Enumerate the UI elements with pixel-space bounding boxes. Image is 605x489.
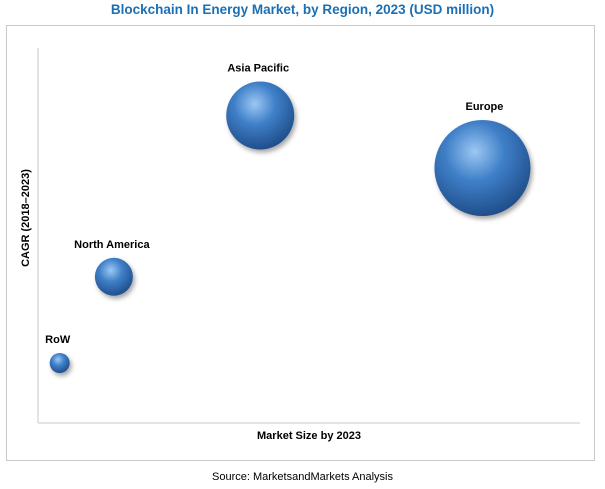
chart-frame — [6, 25, 595, 461]
bubble-row — [49, 353, 70, 373]
source-note: Source: MarketsandMarkets Analysis — [212, 471, 393, 483]
bubble-label-row: RoW — [45, 334, 71, 346]
bubbles-group: Asia Pacific Europe North America RoW — [45, 63, 531, 373]
bubble-label-north-america: North America — [74, 239, 150, 251]
bubble-north-america — [94, 257, 133, 296]
y-axis-label: CAGR (2018–2023) — [20, 169, 32, 267]
bubble-europe — [434, 120, 531, 216]
chart-title: Blockchain In Energy Market, by Region, … — [110, 2, 495, 17]
bubble-label-asia-pacific: Asia Pacific — [227, 63, 289, 75]
bubble-label-europe: Europe — [465, 101, 503, 113]
bubble-asia-pacific — [226, 81, 295, 150]
x-axis-label: Market Size by 2023 — [257, 430, 361, 442]
